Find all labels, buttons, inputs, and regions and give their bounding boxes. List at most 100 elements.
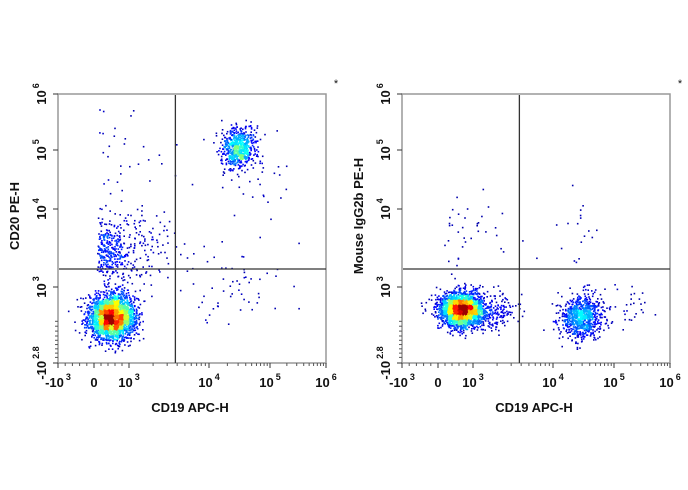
data-point (116, 309, 119, 311)
data-point (231, 130, 233, 133)
data-point (229, 133, 232, 135)
data-point (250, 158, 253, 160)
data-point (115, 323, 118, 325)
data-point (88, 347, 91, 349)
data-point (470, 330, 473, 332)
data-point (229, 129, 232, 132)
data-point (106, 241, 109, 244)
plot-area (401, 93, 671, 364)
data-point (152, 238, 154, 241)
data-point (100, 326, 103, 329)
data-point (464, 288, 466, 290)
data-point (113, 321, 116, 324)
data-point (84, 324, 86, 326)
y-tick-label: -102.8 (31, 346, 49, 379)
data-point (438, 295, 440, 297)
data-point (246, 160, 249, 162)
data-point (227, 151, 229, 154)
data-point (462, 295, 464, 297)
data-point (99, 266, 101, 269)
data-point (232, 145, 234, 148)
data-point (115, 251, 118, 253)
data-point (109, 234, 112, 236)
x-tick-label: -10 3 (45, 372, 71, 390)
data-point (100, 234, 102, 236)
data-point (193, 253, 195, 255)
data-point (108, 298, 111, 301)
data-point (102, 291, 105, 293)
data-point (251, 196, 254, 198)
data-point (103, 234, 105, 236)
data-point (114, 254, 116, 256)
data-point (106, 246, 108, 249)
data-point (441, 325, 444, 327)
data-point (106, 260, 108, 262)
data-point (235, 130, 238, 132)
data-point (98, 320, 100, 322)
data-point (100, 319, 103, 321)
data-point (84, 311, 87, 313)
data-point (230, 152, 233, 155)
data-point (102, 331, 105, 333)
data-point (135, 258, 138, 261)
data-point (231, 161, 233, 163)
data-point (239, 151, 241, 154)
data-point (126, 334, 129, 336)
data-point (118, 336, 120, 339)
data-point (104, 274, 107, 277)
data-point (137, 298, 140, 300)
data-point (239, 137, 242, 139)
data-point (244, 127, 247, 130)
data-point (233, 156, 235, 159)
data-point (127, 315, 129, 317)
data-point (252, 134, 255, 137)
data-point (245, 276, 247, 278)
data-point (138, 323, 141, 325)
data-point (105, 325, 108, 327)
x-tick-label: 10 6 (315, 372, 336, 390)
data-point (141, 214, 143, 217)
data-point (148, 265, 151, 268)
data-point (103, 300, 105, 303)
data-point (111, 321, 113, 324)
data-point (250, 148, 253, 150)
data-point (256, 125, 259, 127)
data-point (108, 290, 110, 292)
data-point (112, 313, 114, 316)
data-point (106, 292, 108, 294)
x-tick-exponent: 3 (66, 372, 71, 382)
data-point (143, 235, 145, 238)
data-point (98, 312, 101, 315)
data-point (138, 299, 140, 301)
data-point (120, 340, 123, 343)
data-point (106, 295, 108, 297)
data-point (91, 312, 93, 315)
data-point (119, 257, 122, 260)
data-point (114, 213, 116, 215)
data-point (119, 245, 122, 247)
data-point (103, 306, 106, 309)
data-point (451, 296, 454, 298)
data-point (115, 295, 117, 298)
data-point (127, 304, 129, 306)
data-point (121, 306, 124, 308)
data-point (122, 324, 124, 326)
data-point (99, 318, 102, 320)
data-point (217, 302, 219, 304)
data-point (95, 298, 98, 300)
data-point (233, 151, 235, 153)
data-point (94, 303, 97, 305)
data-point (257, 155, 259, 158)
y-tick-label: 106 (31, 83, 49, 104)
data-point (89, 308, 91, 310)
data-point (118, 329, 120, 331)
data-point (481, 308, 484, 311)
data-point (133, 316, 136, 319)
data-point (105, 286, 108, 288)
data-point (85, 297, 87, 299)
data-point (128, 316, 131, 319)
data-point (100, 312, 102, 314)
data-point (110, 328, 112, 330)
data-point (105, 261, 108, 264)
data-point (111, 336, 113, 338)
